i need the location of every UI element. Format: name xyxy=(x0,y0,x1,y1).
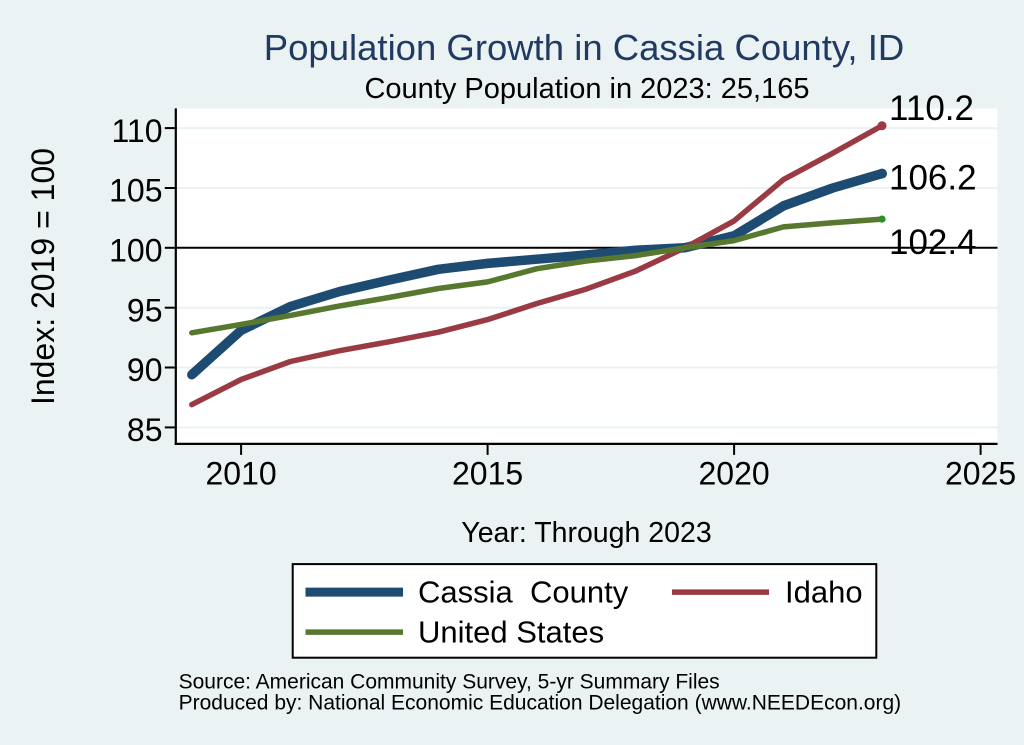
svg-text:Index: 2019 = 100: Index: 2019 = 100 xyxy=(25,148,61,405)
svg-text:106.2: 106.2 xyxy=(889,159,977,198)
svg-text:United States: United States xyxy=(418,615,604,650)
svg-text:95: 95 xyxy=(127,292,163,328)
svg-text:Population Growth in Cassia Co: Population Growth in Cassia County, ID xyxy=(264,27,904,68)
svg-text:85: 85 xyxy=(127,412,163,448)
svg-text:Cassia County: Cassia County xyxy=(418,575,629,610)
svg-text:Year: Through 2023: Year: Through 2023 xyxy=(461,517,711,549)
svg-text:2020: 2020 xyxy=(699,456,770,492)
svg-text:100: 100 xyxy=(109,233,162,269)
svg-text:Source: American Community Sur: Source: American Community Survey, 5-yr … xyxy=(179,671,720,694)
svg-text:90: 90 xyxy=(127,352,163,388)
svg-text:2010: 2010 xyxy=(206,456,277,492)
svg-text:2015: 2015 xyxy=(452,456,523,492)
svg-text:110.2: 110.2 xyxy=(889,89,974,128)
svg-text:Idaho: Idaho xyxy=(785,575,863,610)
svg-text:110: 110 xyxy=(111,113,162,149)
svg-text:105: 105 xyxy=(109,173,162,209)
svg-text:Produced by: National Economic: Produced by: National Economic Education… xyxy=(179,692,902,715)
svg-text:2025: 2025 xyxy=(945,456,1016,492)
svg-text:County Population in 2023: 25,: County Population in 2023: 25,165 xyxy=(364,73,809,105)
svg-text:102.4: 102.4 xyxy=(889,223,977,262)
